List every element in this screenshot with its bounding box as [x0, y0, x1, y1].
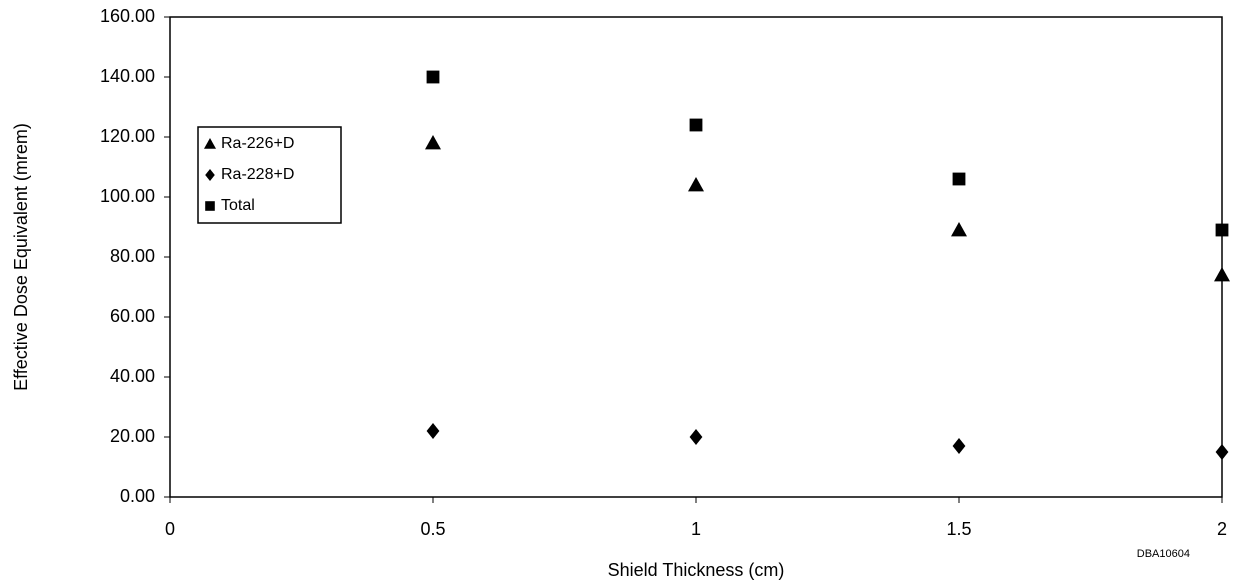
x-tick-label: 0 — [165, 519, 175, 539]
legend-label: Ra-228+D — [221, 166, 294, 183]
marker — [689, 118, 703, 132]
annotation: DBA10604 — [1137, 548, 1190, 560]
y-tick-label: 80.00 — [110, 246, 155, 266]
y-tick-label: 100.00 — [100, 186, 155, 206]
y-tick-label: 0.00 — [120, 486, 155, 506]
marker — [1214, 267, 1230, 282]
marker — [952, 438, 966, 454]
plot-frame — [169, 16, 1223, 498]
y-tick-label: 20.00 — [110, 426, 155, 446]
marker — [426, 423, 440, 439]
x-tick-label: 2 — [1217, 519, 1227, 539]
marker — [426, 70, 440, 84]
marker — [1215, 223, 1229, 237]
x-axis-title: Shield Thickness (cm) — [608, 560, 785, 580]
marker — [689, 429, 703, 445]
marker — [951, 222, 967, 237]
y-tick-label: 120.00 — [100, 126, 155, 146]
legend-label: Ra-226+D — [221, 135, 294, 152]
y-tick-label: 40.00 — [110, 366, 155, 386]
legend-box — [197, 126, 342, 224]
y-tick-label: 160.00 — [100, 6, 155, 26]
legend-label: Total — [221, 197, 255, 214]
x-tick-label: 1.5 — [946, 519, 971, 539]
marker — [952, 172, 966, 186]
y-axis-title: Effective Dose Equivalent (mrem) — [11, 123, 31, 391]
y-tick-label: 140.00 — [100, 66, 155, 86]
marker — [688, 177, 704, 192]
x-tick-label: 1 — [691, 519, 701, 539]
legend-marker — [205, 169, 215, 181]
y-tick-label: 60.00 — [110, 306, 155, 326]
legend-marker — [205, 201, 215, 211]
marker — [1215, 444, 1229, 460]
legend-marker — [204, 138, 216, 149]
x-tick-label: 0.5 — [420, 519, 445, 539]
marker — [425, 135, 441, 150]
